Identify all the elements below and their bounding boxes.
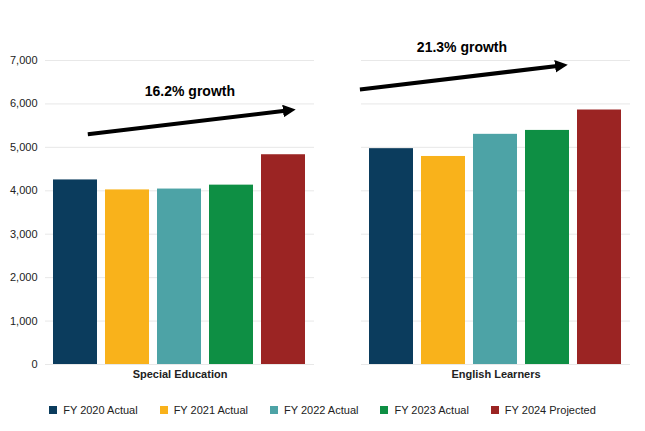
svg-text:1,000: 1,000 <box>10 315 38 327</box>
html-text:FY 2024 Projected: FY 2024 Projected <box>504 404 596 416</box>
html-text:FY 2022 Actual: FY 2022 Actual <box>284 404 359 416</box>
html-text:FY 2021 Actual: FY 2021 Actual <box>173 404 248 416</box>
svg-text:2,000: 2,000 <box>10 271 38 283</box>
svg-text:0: 0 <box>31 358 37 370</box>
svg-text:7,000: 7,000 <box>10 54 38 66</box>
svg-text:4,000: 4,000 <box>10 184 38 196</box>
svg-text:5,000: 5,000 <box>10 141 38 153</box>
svg-text:3,000: 3,000 <box>10 228 38 240</box>
svg-text:21.3% growth: 21.3% growth <box>417 39 507 55</box>
svg-text:16.2% growth: 16.2% growth <box>145 83 235 99</box>
svg-text:6,000: 6,000 <box>10 97 38 109</box>
svg-text:Special Education: Special Education <box>133 368 228 380</box>
html-text:FY 2023 Actual: FY 2023 Actual <box>394 404 469 416</box>
svg-text:English Learners: English Learners <box>451 368 540 380</box>
html-text:FY 2020 Actual: FY 2020 Actual <box>63 404 138 416</box>
